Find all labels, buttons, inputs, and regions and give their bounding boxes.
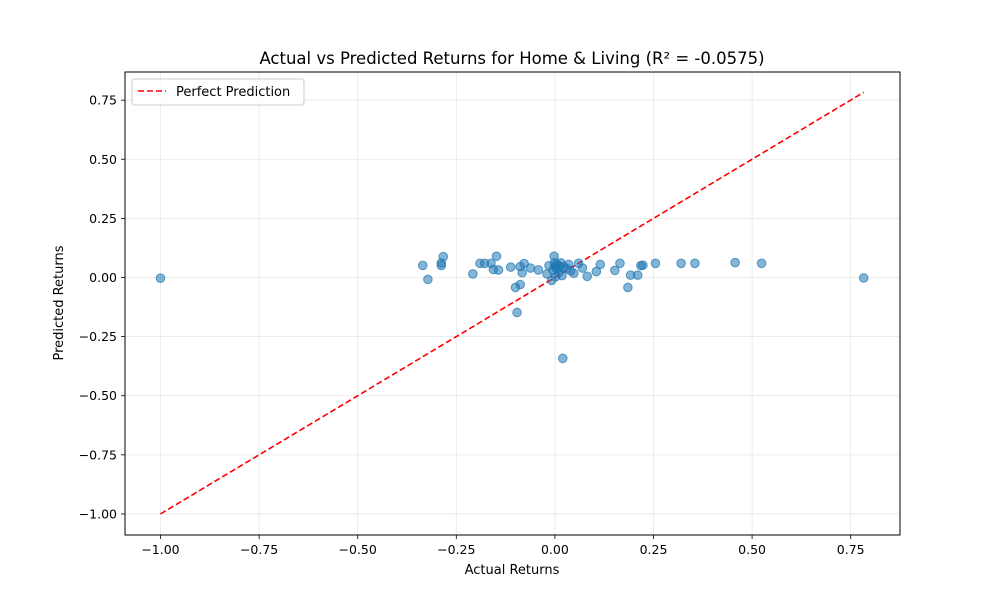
data-point — [417, 260, 428, 271]
legend: Perfect Prediction — [131, 78, 305, 106]
data-point — [533, 265, 544, 275]
perfect-prediction-line-layer — [160, 91, 865, 515]
y-axis: −1.00 −0.75 −0.50 −0.25 0.00 0.25 0.50 0.75 — [79, 93, 125, 521]
data-points — [155, 251, 869, 364]
plot-frame — [124, 71, 901, 536]
data-point — [610, 265, 620, 276]
x-tick-label: −1.00 — [141, 542, 179, 557]
y-axis-label: Predicted Returns — [52, 245, 67, 360]
data-point — [858, 273, 869, 283]
data-point — [512, 307, 522, 318]
data-point — [525, 263, 536, 273]
y-tick-label: 0.25 — [89, 211, 117, 226]
x-tick-label: 0.25 — [640, 542, 668, 557]
data-point — [676, 258, 686, 269]
chart-title: Actual vs Predicted Returns for Home & L… — [259, 49, 764, 68]
data-point — [577, 263, 588, 273]
data-point — [557, 353, 568, 364]
data-point — [438, 251, 449, 262]
data-point — [638, 260, 648, 270]
x-tick-label: 0.50 — [738, 542, 766, 557]
x-tick-label: 0.00 — [541, 542, 569, 557]
data-point — [582, 271, 593, 282]
x-tick-label: −0.50 — [339, 542, 377, 557]
data-point — [591, 266, 602, 277]
data-point — [557, 270, 567, 281]
y-tick-label: 0.50 — [89, 152, 117, 167]
x-tick-label: 0.75 — [837, 542, 865, 557]
data-point — [756, 258, 767, 269]
data-point — [632, 270, 643, 280]
x-tick-label: −0.25 — [437, 542, 475, 557]
data-point — [493, 265, 504, 275]
y-tick-label: −1.00 — [79, 506, 117, 521]
y-tick-label: −0.25 — [79, 329, 117, 344]
y-tick-label: −0.75 — [79, 447, 117, 462]
y-tick-label: 0.00 — [89, 270, 117, 285]
legend-box — [131, 78, 305, 106]
x-axis-label: Actual Returns — [465, 563, 560, 578]
data-point — [569, 268, 579, 279]
data-point — [468, 269, 478, 279]
x-axis: −1.00 −0.75 −0.50 −0.25 0.00 0.25 0.50 0.75 — [141, 535, 865, 557]
data-point — [595, 259, 606, 270]
plot-area — [124, 71, 901, 536]
data-point — [517, 267, 527, 278]
perfect-prediction-line — [160, 91, 865, 515]
data-point — [690, 258, 700, 269]
data-point — [650, 258, 661, 269]
data-point — [730, 257, 740, 268]
y-tick-label: −0.50 — [79, 388, 117, 403]
legend-label-perfect-prediction: Perfect Prediction — [176, 85, 290, 100]
data-point — [505, 262, 516, 272]
data-point — [423, 274, 433, 285]
data-point — [515, 279, 525, 290]
grid — [125, 72, 900, 535]
data-point — [623, 282, 633, 293]
data-point — [155, 273, 166, 283]
data-point — [491, 251, 502, 262]
x-tick-label: −0.75 — [240, 542, 278, 557]
y-tick-label: 0.75 — [89, 93, 117, 108]
data-point — [615, 258, 625, 269]
